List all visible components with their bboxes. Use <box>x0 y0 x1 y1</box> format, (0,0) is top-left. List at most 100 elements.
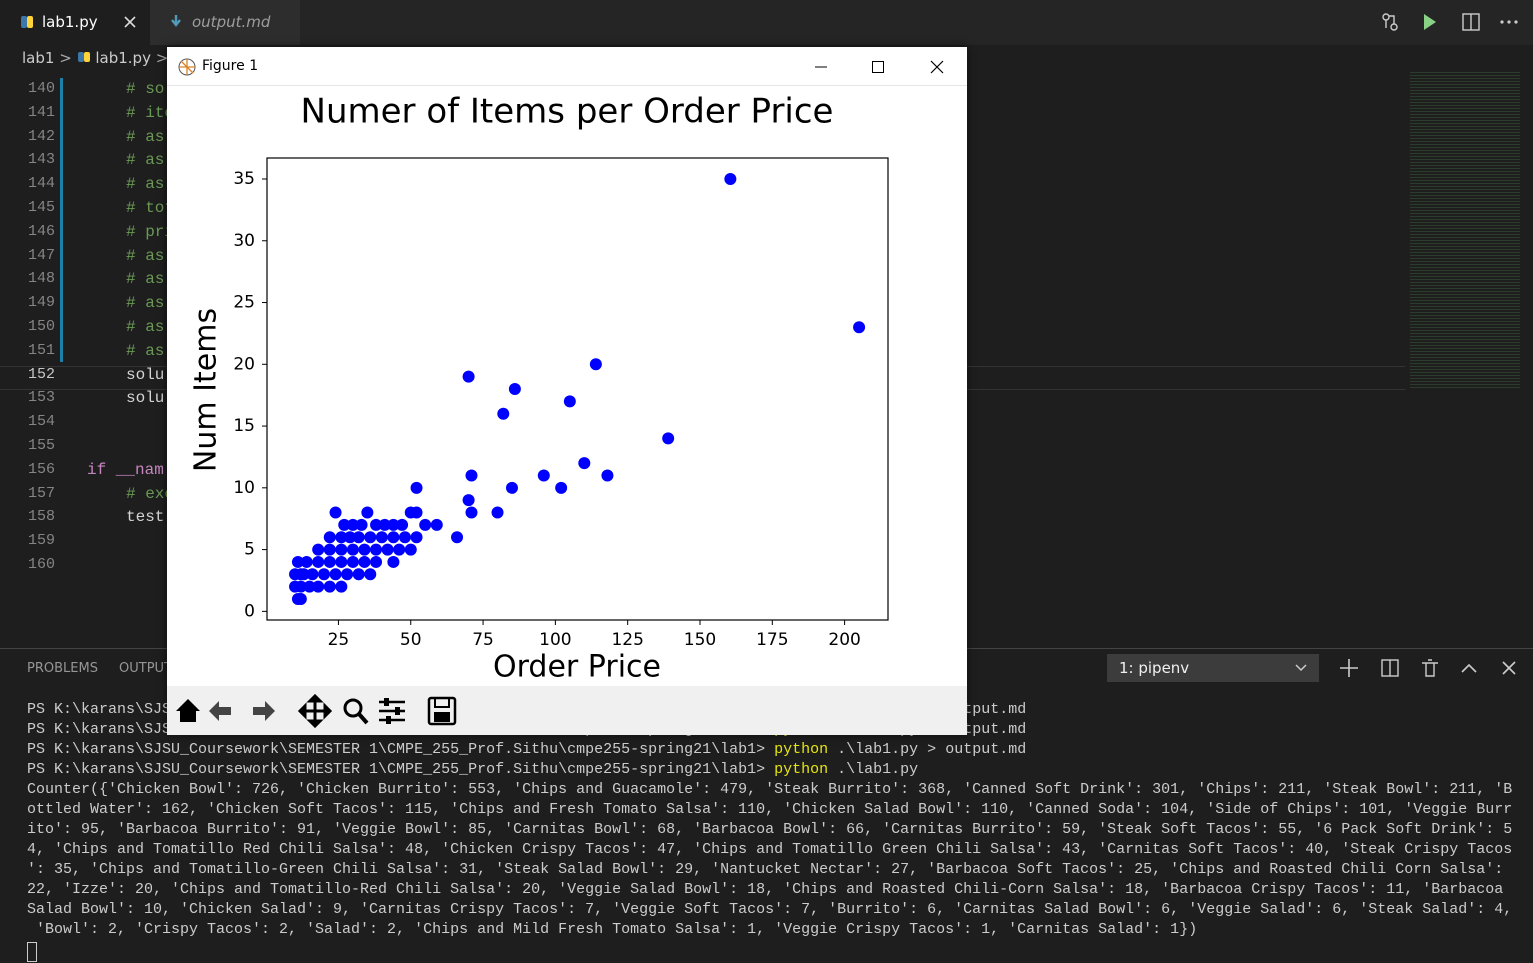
tab-label: output.md <box>192 13 271 31</box>
terminal-output: ottled Water': 162, 'Chicken Soft Tacos'… <box>27 801 1513 818</box>
code-line: # ite <box>126 103 175 122</box>
code-line: # pri <box>126 222 175 241</box>
code-line: # so <box>126 80 165 98</box>
line-number: 141 <box>27 103 55 121</box>
point <box>537 469 550 482</box>
x-tick-label: 100 <box>539 630 571 650</box>
line-number: 159 <box>27 532 55 550</box>
line-number: 152 <box>27 365 55 383</box>
point <box>338 518 351 531</box>
point <box>312 580 325 593</box>
y-axis-label: Num Items <box>189 308 224 472</box>
point <box>396 518 409 531</box>
line-number: 144 <box>27 175 55 193</box>
point <box>346 518 359 531</box>
terminal-output: Salad Bowl': 10, 'Chicken Salad': 9, 'Ca… <box>27 901 1513 918</box>
point <box>387 555 400 568</box>
line-number: 151 <box>27 341 55 359</box>
point <box>355 518 368 531</box>
point <box>370 543 383 556</box>
tab[interactable]: lab1.py <box>0 0 150 45</box>
close-icon[interactable] <box>124 16 136 28</box>
point <box>398 531 411 544</box>
line-number: 153 <box>27 389 55 407</box>
terminal-output: 'Bowl': 2, 'Crispy Tacos': 2, 'Salad': 2… <box>27 921 1198 938</box>
window-icon <box>178 58 196 76</box>
code-line: # as <box>126 270 165 289</box>
point <box>465 469 478 482</box>
plot: Numer of Items per Order Price Order Pri… <box>189 92 889 685</box>
code-line: solu <box>126 365 165 384</box>
point <box>294 568 307 581</box>
y-tick-label: 20 <box>233 354 255 374</box>
point <box>404 543 417 556</box>
breadcrumb-item[interactable]: lab1 <box>22 49 55 67</box>
toolbar-buttons[interactable] <box>171 692 471 730</box>
point <box>335 543 348 556</box>
x-tick-label: 150 <box>684 630 716 650</box>
point <box>381 543 394 556</box>
point <box>335 555 348 568</box>
point <box>462 370 475 383</box>
y-tick-label: 15 <box>233 416 255 436</box>
point <box>387 518 400 531</box>
point <box>724 173 737 185</box>
point <box>344 531 357 544</box>
point <box>465 506 478 519</box>
point <box>853 321 866 334</box>
window-controls[interactable] <box>807 55 957 79</box>
x-tick-label: 75 <box>472 630 494 650</box>
minimap <box>1410 70 1520 390</box>
markdown-icon <box>171 15 181 27</box>
point <box>419 518 432 531</box>
terminal-output: 4, 'Chips and Tomatillo Red Chili Salsa'… <box>27 841 1513 858</box>
line-number: 156 <box>27 460 55 478</box>
point <box>662 432 675 445</box>
breadcrumb-item[interactable]: lab1.py <box>95 49 151 67</box>
terminal-selector[interactable]: 1: pipenv <box>1107 654 1319 682</box>
python-icon <box>77 52 90 62</box>
tab[interactable]: output.md <box>150 0 300 45</box>
point <box>335 580 348 593</box>
code-line: test <box>126 508 165 527</box>
point <box>346 543 359 556</box>
code-line: # as <box>126 127 165 146</box>
point <box>410 506 423 519</box>
python-icon <box>21 16 33 28</box>
terminal-output: 22, 'Izze': 20, 'Chips and Tomatillo-Red… <box>27 881 1504 898</box>
point <box>358 543 371 556</box>
point <box>335 531 348 544</box>
x-tick-label: 25 <box>328 630 350 650</box>
point <box>505 481 518 494</box>
x-tick-label: 175 <box>756 630 788 650</box>
chart-title: Numer of Items per Order Price <box>301 92 834 132</box>
code-line: # as <box>126 175 165 194</box>
command-args: .\lab1.py > output.md <box>837 741 1027 758</box>
code-line: # as <box>126 151 165 170</box>
point <box>589 358 602 371</box>
point <box>294 580 307 593</box>
panel-tab[interactable]: OUTPUT <box>119 661 172 676</box>
panel-tab[interactable]: PROBLEMS <box>27 661 98 676</box>
code-line: # as <box>126 294 165 313</box>
editor-actions[interactable] <box>1378 10 1518 34</box>
point <box>491 506 504 519</box>
code-line: # exe <box>126 484 175 503</box>
line-number: 158 <box>27 508 55 526</box>
point <box>329 568 342 581</box>
point <box>563 395 576 408</box>
point <box>329 506 342 519</box>
terminal-output: ': 35, 'Chips and Tomatillo-Green Chili … <box>27 861 1504 878</box>
point <box>410 481 423 494</box>
prompt: PS K:\karans\SJSU_Coursework\SEMESTER 1\… <box>27 761 766 778</box>
terminal-line: PS K:\karans\SJSU_Coursework\SEMESTER 1\… <box>27 760 918 780</box>
point <box>341 568 354 581</box>
point <box>508 383 521 395</box>
line-number: 157 <box>27 484 55 502</box>
point <box>346 555 359 568</box>
code-line: # as <box>126 318 165 336</box>
point <box>323 531 336 544</box>
point <box>497 407 510 420</box>
panel-actions[interactable] <box>1338 657 1518 679</box>
